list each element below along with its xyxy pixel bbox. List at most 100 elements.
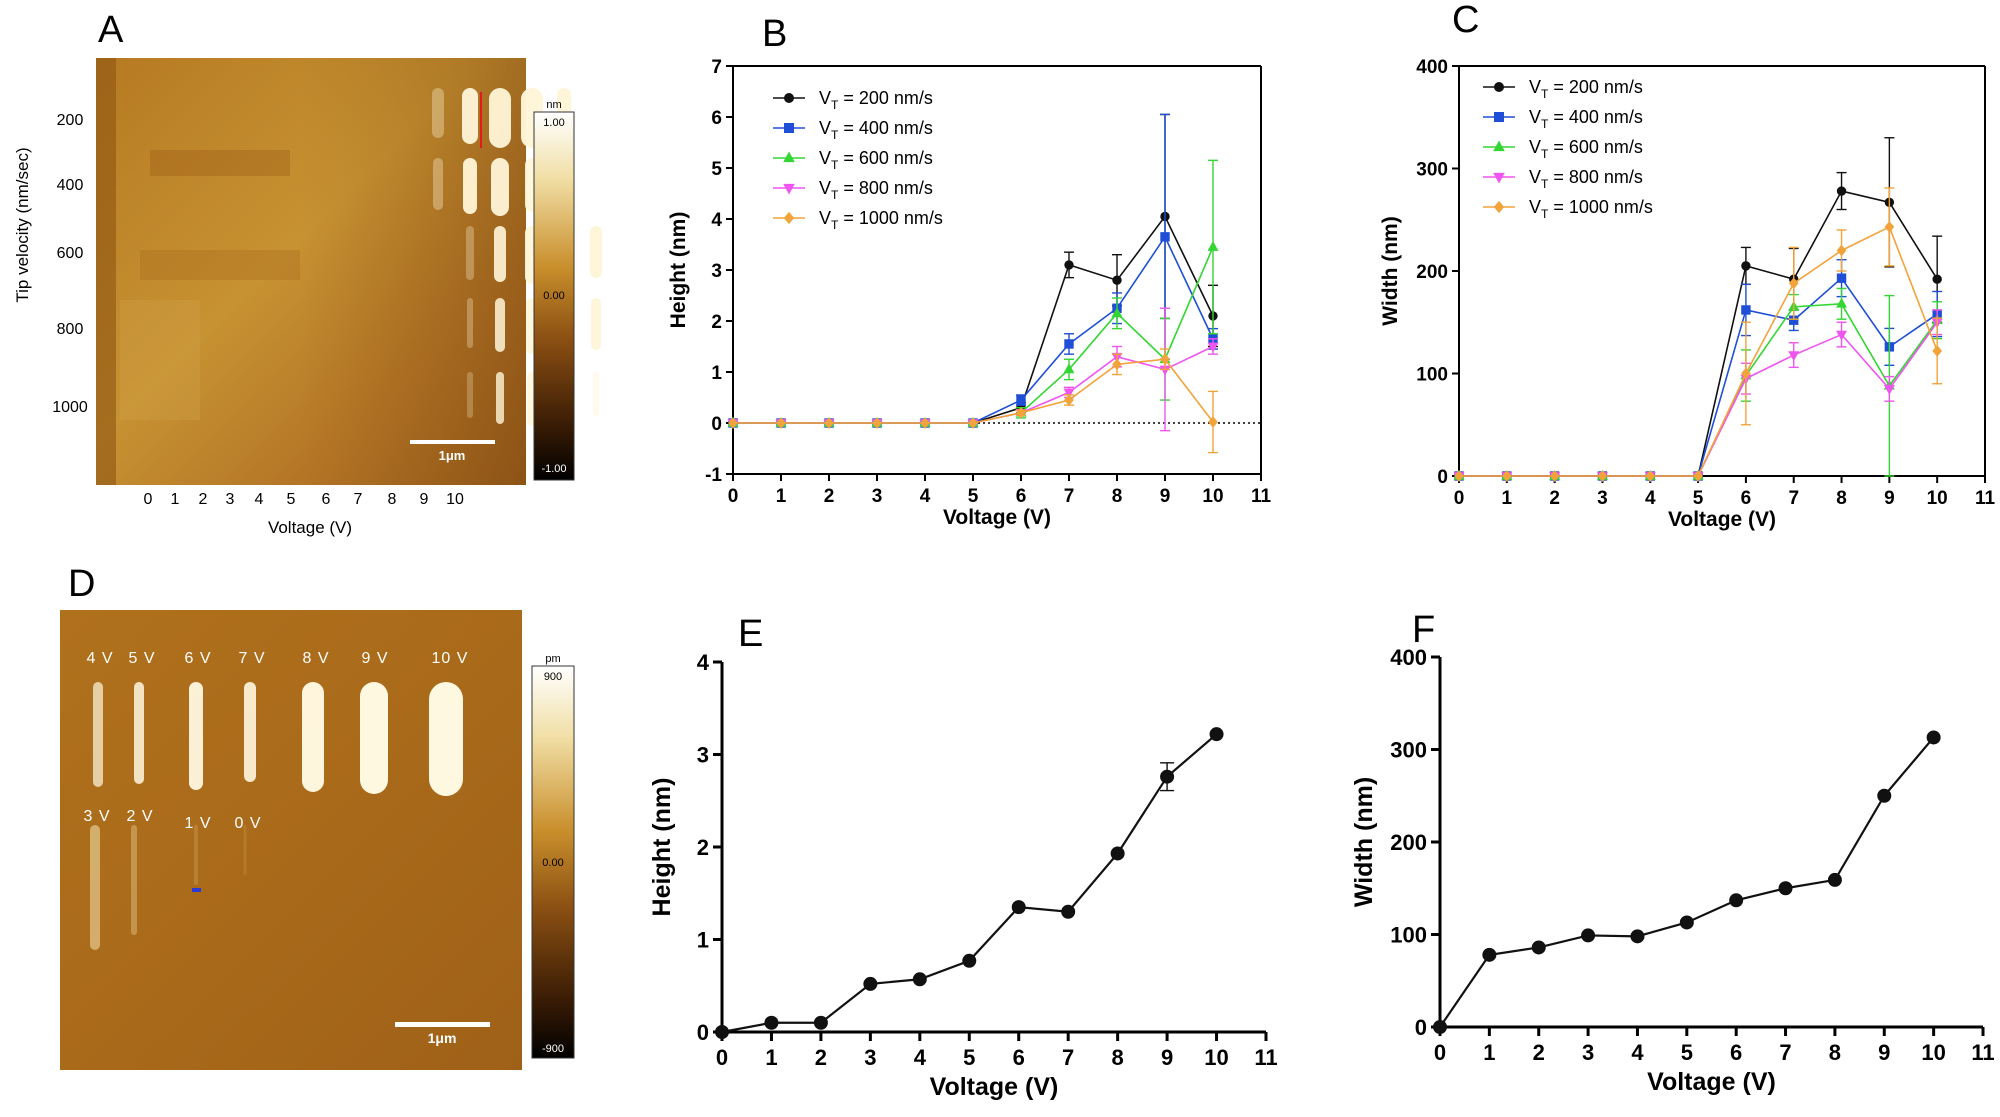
y-tick-label: 4 — [697, 650, 710, 675]
data-point — [824, 417, 834, 429]
x-axis-label: Voltage (V) — [943, 506, 1051, 529]
y-tick-label: 2 — [711, 312, 722, 333]
afm-d-stripe — [244, 682, 256, 782]
chart-c: 0 1 2 3 4 5 6 7 8 9 10 11 0 100 200 300 400 Voltage (V) Wi… — [1379, 57, 1995, 531]
data-point — [1064, 339, 1074, 349]
panel-d-afm-image: D 1μm 4 V 5 V 6 V 7 V 8 V 9 V 10 V 3 V 2 V 1 V 0 V… — [60, 563, 575, 1070]
x-tick-label: 4 — [914, 1045, 927, 1070]
afm-a-col-label: 2 — [199, 491, 208, 508]
data-point — [1581, 928, 1596, 943]
y-tick-label: 2 — [697, 835, 709, 860]
series-line — [721, 733, 1218, 1034]
data-point — [1064, 260, 1074, 270]
afm-d-scalebar — [395, 1022, 490, 1027]
legend-marker — [1493, 200, 1505, 214]
x-tick-label: 7 — [1788, 488, 1799, 509]
afm-d-voltage-label: 9 V — [361, 650, 388, 667]
afm-d-stripes — [90, 682, 463, 950]
data-point — [1741, 367, 1751, 380]
afm-a-stripe — [495, 298, 505, 352]
afm-d-voltage-label: 3 V — [83, 808, 110, 825]
legend-label: VT = 1000 nm/s — [819, 208, 943, 232]
x-tick-label: 0 — [716, 1045, 728, 1070]
afm-d-stripe — [243, 825, 247, 875]
data-point — [912, 972, 927, 987]
afm-a-colorbar: nm 1.00 0.00 -1.00 — [533, 99, 575, 481]
data-point — [1729, 893, 1744, 908]
x-tick-label: 2 — [1549, 488, 1560, 509]
afm-a-stripe — [467, 298, 473, 348]
afm-d-colorbar-unit: pm — [545, 653, 560, 665]
series-V_T = 600 nm/s — [727, 159, 1219, 427]
data-point — [1630, 929, 1645, 944]
data-point — [1884, 221, 1895, 233]
x-tick-label: 10 — [1927, 488, 1948, 509]
data-point — [1788, 351, 1800, 362]
series-line — [1459, 190, 1938, 477]
afm-a-colorbar-unit: nm — [546, 99, 561, 111]
series-line — [733, 214, 1214, 424]
series-line — [733, 345, 1214, 424]
series-line — [1439, 736, 1935, 1028]
afm-d-stripe — [90, 825, 100, 950]
panel-label-a: A — [98, 9, 124, 51]
afm-d-voltage-label: 5 V — [128, 650, 155, 667]
afm-a-col-label: 5 — [287, 491, 296, 508]
data-point — [1549, 470, 1560, 482]
legend-marker — [784, 93, 794, 103]
data-point — [1836, 297, 1848, 308]
y-tick-label: 3 — [697, 742, 709, 767]
afm-d-stripe — [93, 682, 103, 787]
x-tick-label: 3 — [1582, 1040, 1594, 1065]
legend: VT = 200 nm/s VT = 400 nm/s VT = 600 nm/s V… — [1483, 77, 1653, 221]
x-tick-label: 11 — [1254, 1045, 1277, 1070]
legend-marker — [1494, 82, 1504, 92]
chart-b: 0 1 2 3 4 5 6 7 8 9 10 11 -1 0 1 2 3 4 5 6 7 Voltage (V) Heigh… — [667, 57, 1271, 529]
x-tick-label: 4 — [1645, 488, 1656, 509]
y-tick-label: -1 — [705, 465, 722, 486]
afm-a-row-labels: 200 400 600 800 1000 — [52, 112, 88, 416]
afm-a-stripe — [489, 88, 511, 148]
series-line — [1459, 276, 1938, 477]
data-point — [1112, 358, 1122, 371]
series-Height — [715, 727, 1224, 1039]
legend-marker — [1493, 172, 1505, 184]
x-axis-label: Voltage (V) — [1668, 508, 1776, 531]
x-tick-label: 11 — [1975, 488, 1996, 509]
y-tick-label: 0 — [697, 1020, 709, 1045]
afm-a-row-label: 400 — [57, 177, 84, 194]
afm-d-voltage-label: 4 V — [86, 650, 113, 667]
x-tick-label: 2 — [815, 1045, 827, 1070]
x-tick-label: 6 — [1730, 1040, 1742, 1065]
x-tick-label: 3 — [872, 486, 883, 507]
panel-b-height-chart: B 0 1 2 3 4 5 6 7 8 9 10 11 -1 0 1 2 3 4 5 6 7 Voltage (V) Hei… — [667, 13, 1271, 529]
data-point — [968, 417, 978, 429]
afm-a-col-label: 3 — [226, 491, 235, 508]
y-tick-label: 6 — [711, 108, 722, 129]
data-point — [1016, 395, 1026, 405]
panel-a-afm-image: A Tip velocity (nm/sec) 1μm 200400600800… — [13, 9, 602, 537]
y-tick-label: 0 — [1415, 1015, 1427, 1040]
series-V_T = 1000 nm/s — [1454, 187, 1943, 482]
x-tick-label: 1 — [1502, 488, 1513, 509]
afm-d-voltage-label: 1 V — [184, 815, 211, 832]
y-axis-label: Width (nm) — [1379, 216, 1402, 325]
afm-a-col-label: 6 — [322, 491, 331, 508]
x-tick-label: 0 — [1454, 488, 1465, 509]
afm-a-stripe — [462, 88, 478, 144]
data-point — [764, 1015, 779, 1030]
data-point — [1741, 261, 1751, 271]
legend-label: VT = 600 nm/s — [819, 148, 933, 172]
y-tick-label: 400 — [1390, 645, 1427, 670]
data-point — [1063, 363, 1075, 374]
afm-a-scalebar — [410, 440, 495, 444]
y-tick-label: 1 — [711, 363, 722, 384]
legend-label: VT = 600 nm/s — [1529, 137, 1643, 161]
panel-c-width-chart: C 0 1 2 3 4 5 6 7 8 9 10 11 0 100 200 300 400 Voltage (V)… — [1379, 0, 1995, 531]
afm-a-col-label: 9 — [420, 491, 429, 508]
data-point — [1836, 330, 1848, 341]
x-axis-label: Voltage (V) — [1647, 1068, 1776, 1096]
afm-d-voltage-label: 0 V — [234, 815, 261, 832]
data-point — [1932, 345, 1943, 357]
x-tick-label: 9 — [1160, 486, 1171, 507]
